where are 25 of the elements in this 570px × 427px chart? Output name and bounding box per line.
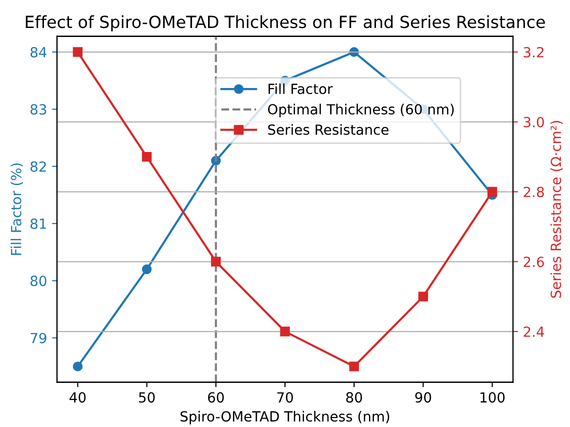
chart-title: Effect of Spiro-OMeTAD Thickness on FF and Series Resistance (26, 15, 545, 32)
y2-tick-label: 3.2 (524, 46, 544, 58)
y-tick-label: 83 (30, 104, 46, 115)
y-tick-label: 80 (30, 276, 46, 286)
x-tick-label: 90 (415, 392, 432, 403)
x-tick-label: 40 (70, 392, 86, 403)
x-tick-label: 70 (277, 392, 293, 403)
y2-tick-label: 2.8 (524, 186, 544, 198)
y-tick-label: 84 (30, 46, 46, 58)
y-tick-label: 82 (30, 161, 46, 172)
x-tick-label: 50 (139, 392, 155, 403)
x-tick-label: 60 (208, 392, 224, 403)
x-tick-label: 100 (480, 392, 505, 403)
x-tick-label: 80 (346, 392, 362, 403)
ref-line-label: Optimal Thickness (60 nm) (268, 104, 454, 118)
y2-tick-label: 3.0 (524, 116, 544, 128)
y2-tick-label: 2.4 (524, 326, 544, 337)
y-axis-title: Fill Factor (%) (10, 163, 23, 255)
y-tick-label: 79 (30, 332, 46, 344)
legend-label: Fill Factor (268, 83, 333, 94)
x-axis-title: Spiro-OMeTAD Thickness (nm) (180, 410, 390, 424)
legend-label: Series Resistance (268, 124, 388, 135)
y2-axis-title: Series Resistance (Ω·cm²) (550, 120, 563, 298)
y-tick-label: 81 (30, 218, 46, 229)
y2-tick-label: 2.6 (524, 256, 544, 268)
